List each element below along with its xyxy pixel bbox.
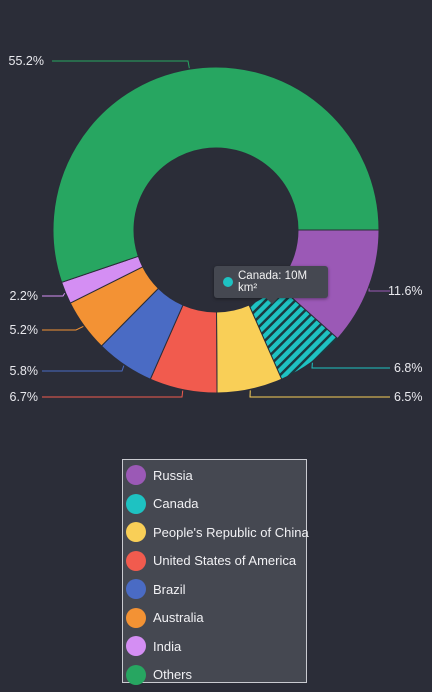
data-label: 5.8% bbox=[10, 364, 39, 378]
leader-line bbox=[311, 362, 390, 369]
legend-label: Brazil bbox=[153, 581, 186, 597]
legend-label: India bbox=[153, 638, 182, 654]
legend-label: United States of America bbox=[153, 553, 297, 569]
leader-line bbox=[42, 292, 66, 297]
legend-swatch bbox=[126, 579, 146, 600]
data-label: 2.2% bbox=[10, 289, 39, 303]
data-label: 11.6% bbox=[388, 284, 423, 298]
leader-line bbox=[42, 365, 125, 372]
legend-item[interactable]: Canada bbox=[123, 490, 306, 519]
legend-swatch bbox=[126, 493, 146, 514]
leader-line bbox=[368, 288, 390, 292]
slice-others[interactable] bbox=[52, 66, 380, 283]
data-label: 6.5% bbox=[394, 390, 423, 404]
chart-tooltip: Canada: 10M km² bbox=[214, 266, 328, 304]
legend-item[interactable]: United States of America bbox=[123, 547, 306, 576]
leader-line bbox=[52, 60, 190, 69]
legend-swatch bbox=[126, 664, 146, 685]
legend-swatch bbox=[126, 636, 146, 657]
leader-line bbox=[42, 325, 84, 331]
legend-label: Australia bbox=[153, 610, 204, 626]
data-label: 5.2% bbox=[10, 323, 39, 337]
legend-item[interactable]: Australia bbox=[123, 604, 306, 633]
legend-label: People's Republic of China bbox=[153, 524, 309, 540]
legend-label: Others bbox=[153, 667, 193, 683]
chart-legend: Russia Canada People's Republic of China Un… bbox=[122, 459, 309, 685]
legend-item[interactable]: Brazil bbox=[123, 575, 306, 604]
data-label: 55.2% bbox=[9, 54, 44, 68]
leader-line bbox=[249, 390, 390, 398]
legend-item[interactable]: India bbox=[123, 632, 306, 661]
legend-swatch bbox=[126, 522, 146, 543]
legend-label: Russia bbox=[153, 467, 193, 483]
legend-label: Canada bbox=[153, 496, 199, 512]
legend-item[interactable]: Russia bbox=[123, 461, 306, 490]
legend-swatch bbox=[126, 465, 146, 486]
legend-item[interactable]: People's Republic of China bbox=[123, 518, 309, 547]
legend-item[interactable]: Others bbox=[123, 661, 306, 690]
tooltip-text: Canada: 10M km² bbox=[238, 270, 308, 294]
legend-swatch bbox=[126, 607, 146, 628]
tooltip-color-dot bbox=[223, 277, 233, 287]
leader-line bbox=[42, 390, 184, 398]
data-label: 6.8% bbox=[394, 361, 423, 375]
legend-swatch bbox=[126, 550, 146, 571]
tooltip-arrow bbox=[266, 298, 278, 304]
data-label: 6.7% bbox=[10, 390, 39, 404]
